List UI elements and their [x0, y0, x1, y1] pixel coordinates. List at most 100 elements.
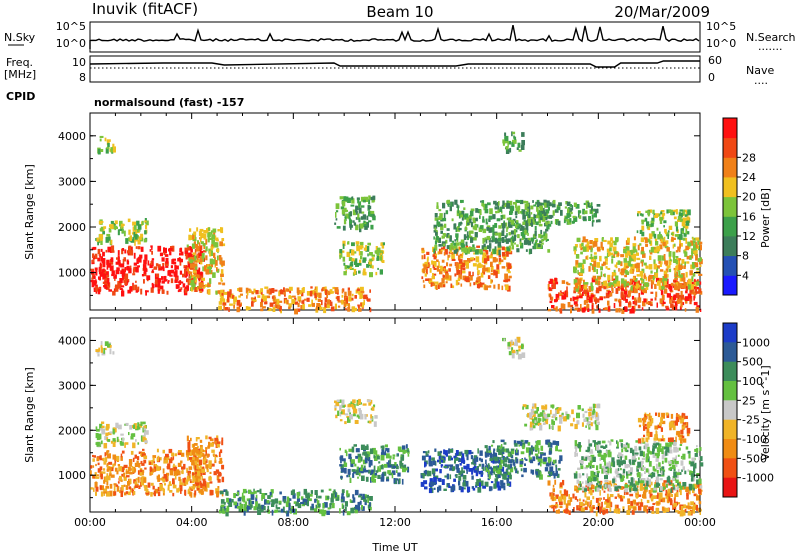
power-echo-cell: [228, 307, 230, 312]
power-echo-cell: [655, 241, 659, 246]
vel-echo-cell: [466, 463, 470, 470]
power-echo-cell: [463, 234, 467, 240]
power-echo-cell: [351, 242, 355, 247]
vel-echo-cell: [328, 488, 332, 491]
power-echo-cell: [501, 230, 505, 237]
power-echo-cell: [348, 303, 350, 309]
power-echo-cell: [145, 224, 148, 229]
power-echo-cell: [507, 285, 511, 292]
power-echo-cell: [623, 258, 628, 263]
power-echo-cell: [667, 293, 671, 298]
power-echo-cell: [497, 203, 499, 210]
power-echo-cell: [634, 248, 637, 253]
power-echo-cell: [346, 251, 351, 257]
power-echo-cell: [362, 270, 366, 274]
vel-echo-cell: [461, 460, 466, 463]
vel-echo-cell: [500, 439, 505, 443]
power-echo-cell: [166, 290, 169, 295]
vel-echo-cell: [499, 464, 503, 470]
power-echo-cell: [322, 286, 326, 292]
vel-echo-cell: [428, 488, 433, 494]
power-echo-cell: [135, 289, 139, 293]
vel-echo-cell: [348, 472, 351, 478]
vel-echo-cell: [348, 453, 352, 460]
vel-echo-cell: [95, 491, 97, 496]
power-echo-cell: [681, 259, 685, 264]
vel-echo-cell: [633, 499, 636, 505]
power-echo-cell: [498, 254, 501, 258]
vel-echo-cell: [592, 506, 595, 509]
vel-echo-cell: [592, 496, 595, 500]
power-echo-cell: [657, 255, 662, 261]
vel-echo-cell: [100, 345, 103, 348]
vel-echo-cell: [200, 471, 203, 477]
power-echo-cell: [260, 288, 263, 293]
vel-echo-cell: [497, 473, 501, 478]
power-echo-cell: [193, 276, 196, 281]
vel-echo-cell: [667, 500, 669, 504]
power-echo-cell: [108, 289, 112, 292]
power-echo-cell: [535, 221, 539, 226]
power-echo-cell: [213, 231, 216, 235]
vel-echo-cell: [194, 460, 198, 466]
vel-echo-cell: [447, 450, 450, 454]
vel-echo-cell: [698, 488, 702, 494]
vel-echo-cell: [124, 442, 126, 448]
vel-echo-cell: [590, 417, 593, 421]
power-echo-cell: [627, 282, 630, 286]
power-echo-cell: [443, 268, 446, 271]
power-echo-cell: [699, 291, 703, 295]
vel-echo-cell: [665, 494, 668, 498]
power-echo-cell: [367, 205, 372, 210]
power-echo-cell: [632, 243, 637, 247]
vel-echo-cell: [199, 439, 203, 443]
vel-echo-cell: [643, 496, 647, 499]
vel-echo-cell: [339, 405, 343, 408]
vel-echo-cell: [200, 452, 203, 456]
vel-echo-cell: [159, 486, 163, 491]
vel-echo-cell: [494, 478, 498, 482]
vel-echo-cell: [503, 471, 507, 476]
vel-echo-cell: [662, 482, 666, 487]
vel-echo-cell: [401, 445, 406, 450]
vel-echo-cell: [346, 474, 349, 478]
power-echo-cell: [574, 244, 578, 248]
vel-echo-cell: [613, 483, 616, 487]
power-echo-cell: [114, 274, 117, 277]
power-echo-cell: [687, 209, 691, 216]
power-echo-cell: [220, 279, 223, 282]
vel-echo-cell: [183, 463, 186, 470]
power-echo-cell: [591, 277, 596, 283]
power-echo-cell: [204, 284, 209, 287]
vel-echo-cell: [588, 505, 591, 508]
power-echo-cell: [183, 265, 186, 268]
vel-echo-cell: [140, 479, 145, 486]
vel-echo-cell: [187, 475, 191, 481]
power-echo-cell: [445, 273, 449, 279]
power-echo-cell: [615, 288, 619, 294]
power-echo-cell: [246, 292, 249, 296]
power-echo-cell: [334, 222, 337, 225]
power-echo-cell: [184, 247, 188, 253]
vel-echo-cell: [228, 501, 233, 507]
power-echo-cell: [485, 218, 488, 224]
power-echo-cell: [443, 270, 446, 273]
power-echo-cell: [140, 246, 144, 252]
vel-echo-cell: [356, 466, 359, 472]
power-echo-cell: [355, 209, 357, 213]
power-echo-cell: [135, 246, 138, 249]
power-echo-cell: [349, 218, 351, 224]
power-echo-cell: [551, 279, 556, 284]
power-echo-cell: [458, 263, 461, 269]
vel-echo-cell: [487, 451, 490, 457]
vel-echo-cell: [261, 504, 265, 510]
vel-echo-cell: [296, 492, 300, 496]
vel-echo-cell: [206, 453, 209, 458]
vel-echo-cell: [510, 339, 513, 345]
power-echo-cell: [351, 293, 354, 297]
power-echo-cell: [193, 255, 197, 261]
power-echo-cell: [200, 232, 204, 239]
vel-echo-cell: [383, 471, 387, 476]
power-echo-cell: [693, 292, 696, 299]
power-echo-cell: [381, 244, 385, 249]
